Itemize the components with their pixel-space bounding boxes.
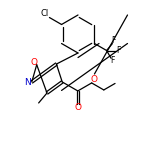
- Text: F: F: [116, 46, 121, 55]
- Text: O: O: [30, 58, 37, 67]
- Text: N: N: [24, 78, 31, 87]
- Text: F: F: [110, 56, 114, 65]
- Text: F: F: [111, 36, 116, 45]
- Text: O: O: [74, 104, 81, 112]
- Text: Cl: Cl: [40, 9, 48, 18]
- Text: O: O: [90, 75, 97, 85]
